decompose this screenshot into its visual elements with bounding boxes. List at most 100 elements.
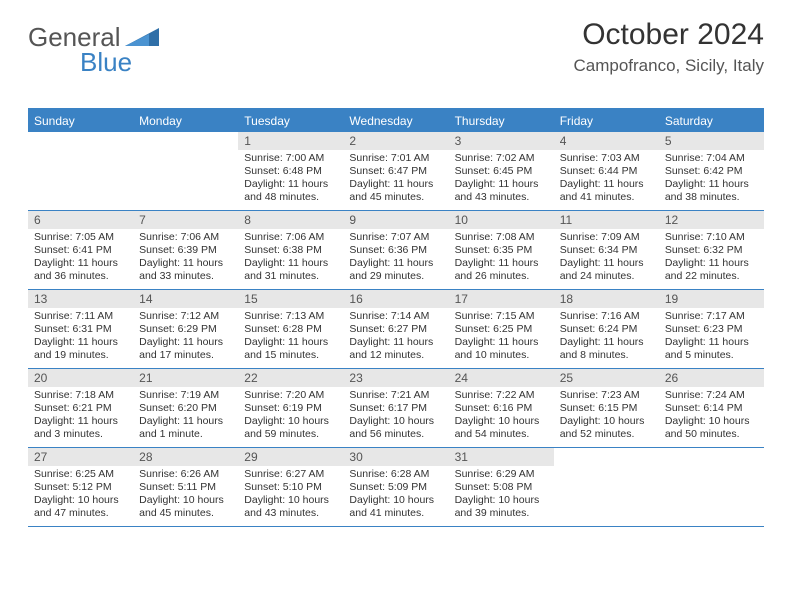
day-number: 26 [659,369,764,387]
daylight-text: Daylight: 11 hours and 15 minutes. [244,336,337,362]
cell-body: Sunrise: 7:09 AMSunset: 6:34 PMDaylight:… [554,229,659,288]
daylight-text: Daylight: 11 hours and 5 minutes. [665,336,758,362]
day-number: 16 [343,290,448,308]
calendar-week: 20Sunrise: 7:18 AMSunset: 6:21 PMDayligh… [28,369,764,448]
calendar-week: 13Sunrise: 7:11 AMSunset: 6:31 PMDayligh… [28,290,764,369]
calendar-cell: 6Sunrise: 7:05 AMSunset: 6:41 PMDaylight… [28,211,133,289]
calendar-cell: 11Sunrise: 7:09 AMSunset: 6:34 PMDayligh… [554,211,659,289]
calendar-cell [554,448,659,526]
daylight-text: Daylight: 10 hours and 59 minutes. [244,415,337,441]
sunset-text: Sunset: 6:47 PM [349,165,442,178]
day-number: 10 [449,211,554,229]
day-number: 14 [133,290,238,308]
calendar-cell: 20Sunrise: 7:18 AMSunset: 6:21 PMDayligh… [28,369,133,447]
sunset-text: Sunset: 6:20 PM [139,402,232,415]
cell-body: Sunrise: 7:18 AMSunset: 6:21 PMDaylight:… [28,387,133,446]
cell-body: Sunrise: 7:07 AMSunset: 6:36 PMDaylight:… [343,229,448,288]
sunrise-text: Sunrise: 7:09 AM [560,231,653,244]
sunset-text: Sunset: 6:31 PM [34,323,127,336]
day-number: 3 [449,132,554,150]
daylight-text: Daylight: 10 hours and 39 minutes. [455,494,548,520]
calendar-cell: 4Sunrise: 7:03 AMSunset: 6:44 PMDaylight… [554,132,659,210]
calendar-week: 27Sunrise: 6:25 AMSunset: 5:12 PMDayligh… [28,448,764,527]
sunrise-text: Sunrise: 7:12 AM [139,310,232,323]
calendar-cell: 31Sunrise: 6:29 AMSunset: 5:08 PMDayligh… [449,448,554,526]
cell-body: Sunrise: 7:14 AMSunset: 6:27 PMDaylight:… [343,308,448,367]
sunrise-text: Sunrise: 7:21 AM [349,389,442,402]
day-number: 25 [554,369,659,387]
day-number: 28 [133,448,238,466]
cell-body: Sunrise: 7:05 AMSunset: 6:41 PMDaylight:… [28,229,133,288]
cell-body: Sunrise: 7:15 AMSunset: 6:25 PMDaylight:… [449,308,554,367]
daylight-text: Daylight: 11 hours and 36 minutes. [34,257,127,283]
daylight-text: Daylight: 11 hours and 41 minutes. [560,178,653,204]
cell-body: Sunrise: 6:25 AMSunset: 5:12 PMDaylight:… [28,466,133,525]
day-number: 7 [133,211,238,229]
daylight-text: Daylight: 10 hours and 47 minutes. [34,494,127,520]
cell-body: Sunrise: 7:01 AMSunset: 6:47 PMDaylight:… [343,150,448,209]
cell-body: Sunrise: 7:11 AMSunset: 6:31 PMDaylight:… [28,308,133,367]
daylight-text: Daylight: 10 hours and 41 minutes. [349,494,442,520]
sunrise-text: Sunrise: 7:06 AM [244,231,337,244]
sunrise-text: Sunrise: 7:01 AM [349,152,442,165]
calendar-cell: 12Sunrise: 7:10 AMSunset: 6:32 PMDayligh… [659,211,764,289]
daylight-text: Daylight: 11 hours and 1 minute. [139,415,232,441]
day-header-row: SundayMondayTuesdayWednesdayThursdayFrid… [28,110,764,132]
cell-body: Sunrise: 7:16 AMSunset: 6:24 PMDaylight:… [554,308,659,367]
calendar-week: 6Sunrise: 7:05 AMSunset: 6:41 PMDaylight… [28,211,764,290]
day-number: 21 [133,369,238,387]
day-number: 22 [238,369,343,387]
daylight-text: Daylight: 11 hours and 43 minutes. [455,178,548,204]
day-number: 24 [449,369,554,387]
sunset-text: Sunset: 6:29 PM [139,323,232,336]
day-number: 17 [449,290,554,308]
cell-body: Sunrise: 6:27 AMSunset: 5:10 PMDaylight:… [238,466,343,525]
day-number: 12 [659,211,764,229]
sunset-text: Sunset: 6:23 PM [665,323,758,336]
sunrise-text: Sunrise: 6:25 AM [34,468,127,481]
calendar-cell: 5Sunrise: 7:04 AMSunset: 6:42 PMDaylight… [659,132,764,210]
calendar-cell: 3Sunrise: 7:02 AMSunset: 6:45 PMDaylight… [449,132,554,210]
daylight-text: Daylight: 11 hours and 10 minutes. [455,336,548,362]
day-header: Monday [133,110,238,132]
cell-body: Sunrise: 6:26 AMSunset: 5:11 PMDaylight:… [133,466,238,525]
sunrise-text: Sunrise: 7:11 AM [34,310,127,323]
sunset-text: Sunset: 5:10 PM [244,481,337,494]
sunrise-text: Sunrise: 6:29 AM [455,468,548,481]
calendar-cell: 10Sunrise: 7:08 AMSunset: 6:35 PMDayligh… [449,211,554,289]
daylight-text: Daylight: 10 hours and 43 minutes. [244,494,337,520]
daylight-text: Daylight: 10 hours and 45 minutes. [139,494,232,520]
sunrise-text: Sunrise: 7:13 AM [244,310,337,323]
calendar-week: 1Sunrise: 7:00 AMSunset: 6:48 PMDaylight… [28,132,764,211]
sunset-text: Sunset: 6:44 PM [560,165,653,178]
sunrise-text: Sunrise: 7:22 AM [455,389,548,402]
calendar-cell: 29Sunrise: 6:27 AMSunset: 5:10 PMDayligh… [238,448,343,526]
location-subtitle: Campofranco, Sicily, Italy [573,56,764,76]
cell-body: Sunrise: 7:12 AMSunset: 6:29 PMDaylight:… [133,308,238,367]
daylight-text: Daylight: 11 hours and 8 minutes. [560,336,653,362]
calendar-cell: 14Sunrise: 7:12 AMSunset: 6:29 PMDayligh… [133,290,238,368]
day-number: 4 [554,132,659,150]
sunset-text: Sunset: 6:19 PM [244,402,337,415]
sunrise-text: Sunrise: 6:26 AM [139,468,232,481]
sunset-text: Sunset: 6:14 PM [665,402,758,415]
calendar-cell [659,448,764,526]
sunset-text: Sunset: 6:36 PM [349,244,442,257]
day-number: 18 [554,290,659,308]
cell-body: Sunrise: 7:19 AMSunset: 6:20 PMDaylight:… [133,387,238,446]
day-number: 30 [343,448,448,466]
calendar-cell: 7Sunrise: 7:06 AMSunset: 6:39 PMDaylight… [133,211,238,289]
calendar-cell: 17Sunrise: 7:15 AMSunset: 6:25 PMDayligh… [449,290,554,368]
sunrise-text: Sunrise: 7:06 AM [139,231,232,244]
sunrise-text: Sunrise: 7:14 AM [349,310,442,323]
sunset-text: Sunset: 5:11 PM [139,481,232,494]
page-title: October 2024 [573,18,764,52]
cell-body: Sunrise: 7:22 AMSunset: 6:16 PMDaylight:… [449,387,554,446]
day-number: 2 [343,132,448,150]
cell-body: Sunrise: 7:06 AMSunset: 6:39 PMDaylight:… [133,229,238,288]
sunrise-text: Sunrise: 7:04 AM [665,152,758,165]
calendar-cell: 24Sunrise: 7:22 AMSunset: 6:16 PMDayligh… [449,369,554,447]
daylight-text: Daylight: 11 hours and 29 minutes. [349,257,442,283]
sunset-text: Sunset: 6:45 PM [455,165,548,178]
sunrise-text: Sunrise: 7:19 AM [139,389,232,402]
